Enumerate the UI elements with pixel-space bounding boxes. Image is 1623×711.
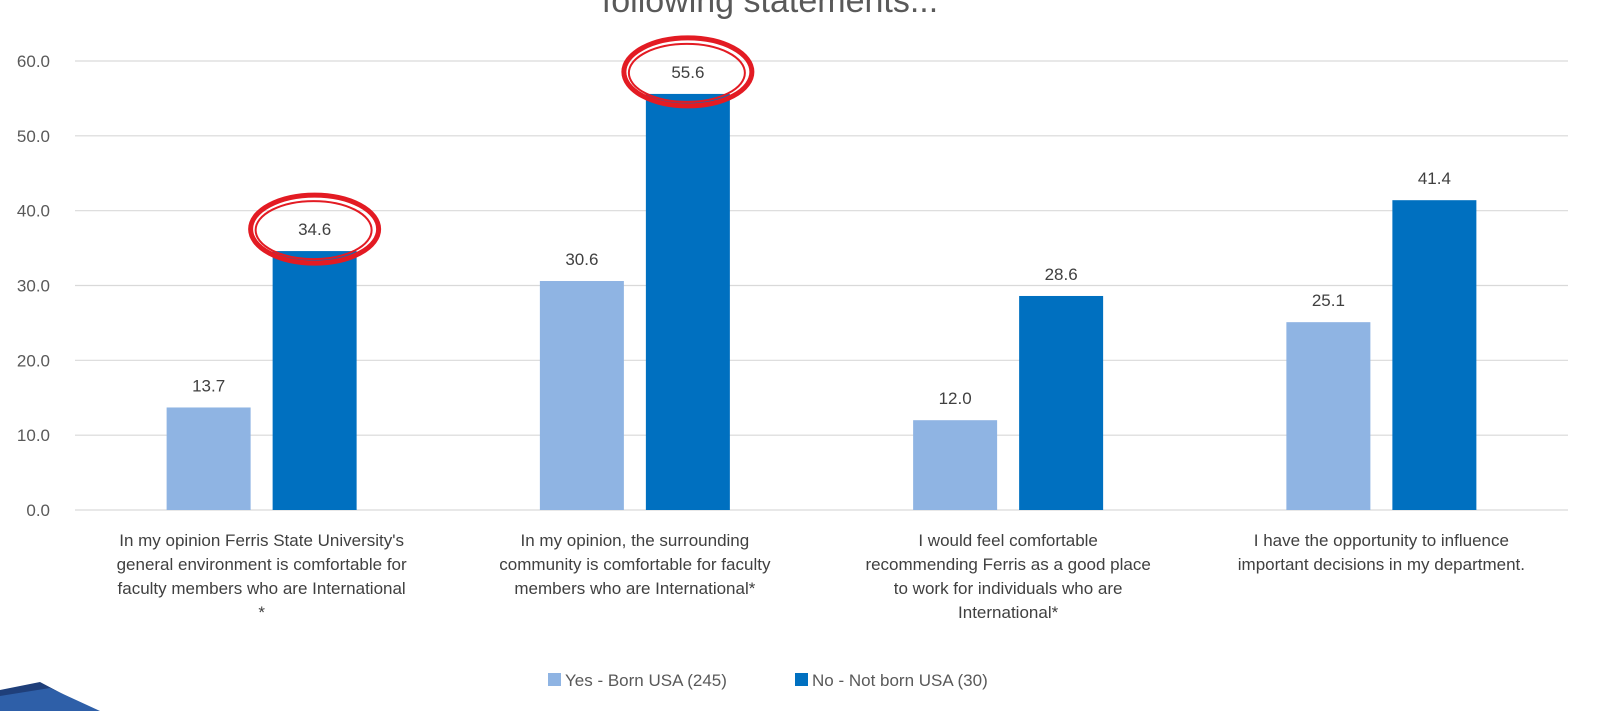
bar — [539, 281, 624, 510]
highlight-circle-inner — [254, 200, 373, 261]
legend-label: Yes - Born USA (245) — [565, 671, 727, 690]
y-tick-label: 60.0 — [17, 52, 50, 71]
data-label: 25.1 — [1312, 291, 1345, 310]
bar — [272, 251, 357, 510]
y-tick-label: 50.0 — [17, 127, 50, 146]
y-tick-label: 40.0 — [17, 202, 50, 221]
x-category-label: In my opinion, the surrounding — [521, 531, 750, 550]
x-category-label: members who are International* — [514, 579, 755, 598]
x-category-label: In my opinion Ferris State University's — [119, 531, 404, 550]
x-category-label: I have the opportunity to influence — [1254, 531, 1509, 550]
x-axis-category-labels: In my opinion Ferris State University's g… — [117, 531, 1525, 622]
chart-title: following statements... — [602, 0, 938, 20]
bar — [166, 407, 251, 510]
bar — [1286, 322, 1371, 510]
legend-swatch — [548, 673, 561, 686]
decorative-corner — [0, 682, 100, 711]
data-label: 28.6 — [1045, 265, 1078, 284]
data-label: 41.4 — [1418, 169, 1451, 188]
highlight-circle — [248, 192, 382, 266]
x-category-label: * — [258, 603, 265, 622]
x-category-label: I would feel comfortable — [918, 531, 1098, 550]
x-category-label: faculty members who are International — [118, 579, 406, 598]
data-label: 30.6 — [565, 250, 598, 269]
x-category-label: important decisions in my department. — [1238, 555, 1525, 574]
bar — [1019, 295, 1104, 510]
data-label: 34.6 — [298, 220, 331, 239]
y-tick-label: 30.0 — [17, 277, 50, 296]
x-category-label: recommending Ferris as a good place — [865, 555, 1150, 574]
x-category-label: general environment is comfortable for — [117, 555, 407, 574]
highlight-circles — [248, 35, 755, 266]
data-labels: 13.7 34.6 30.6 55.6 12.0 28.6 25.1 41.4 — [192, 63, 1451, 408]
y-axis-ticks: 0.0 10.0 20.0 30.0 40.0 50.0 60.0 — [17, 52, 50, 520]
highlight-circle — [621, 35, 755, 109]
x-category-label: community is comfortable for faculty — [499, 555, 771, 574]
bar — [913, 420, 998, 510]
bars — [166, 93, 1477, 510]
highlight-circle-inner — [627, 42, 746, 103]
x-category-label: International* — [958, 603, 1059, 622]
y-tick-label: 10.0 — [17, 426, 50, 445]
y-tick-label: 0.0 — [26, 501, 50, 520]
bar — [645, 93, 730, 510]
legend-label: No - Not born USA (30) — [812, 671, 988, 690]
data-label: 12.0 — [939, 389, 972, 408]
data-label: 13.7 — [192, 376, 225, 395]
legend: Yes - Born USA (245) No - Not born USA (3… — [548, 671, 988, 690]
data-label: 55.6 — [671, 63, 704, 82]
chart-title-group: following statements... — [602, 0, 938, 20]
y-tick-label: 20.0 — [17, 351, 50, 370]
bar — [1392, 200, 1477, 510]
x-category-label: to work for individuals who are — [894, 579, 1123, 598]
legend-swatch — [795, 673, 808, 686]
